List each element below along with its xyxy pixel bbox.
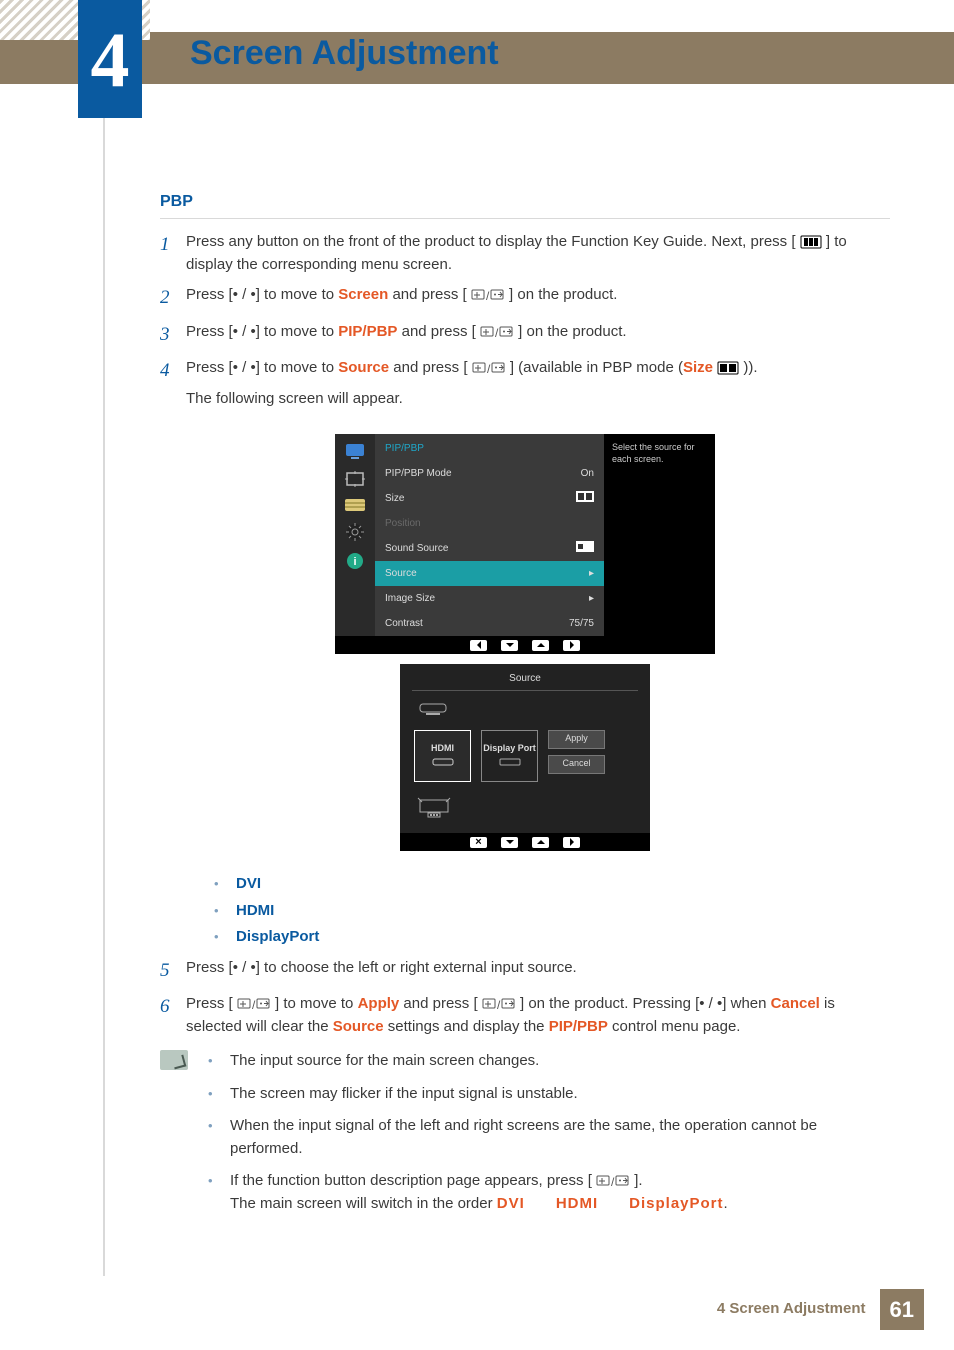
nav-down-icon[interactable] (501, 640, 518, 651)
nav-right-icon[interactable] (563, 837, 580, 848)
enter-icon: / (596, 1174, 630, 1188)
cancel-button[interactable]: Cancel (548, 755, 605, 774)
step4-tail: The following screen will appear. (186, 388, 758, 411)
svg-text:i: i (353, 556, 356, 568)
enter-icon: / (482, 997, 516, 1011)
chapter-tab: 4 (78, 0, 142, 118)
settings-icon (345, 522, 365, 542)
source-dialog-title: Source (412, 664, 638, 691)
step-2: 2 Press [• / •] to move to Screen and pr… (160, 284, 890, 313)
osd-row-mode[interactable]: PIP/PBP ModeOn (375, 461, 604, 486)
pip-icon (344, 498, 366, 512)
svg-text:/: / (252, 998, 256, 1011)
hdmi-port-icon (431, 758, 455, 768)
note-block: •The input source for the main screen ch… (160, 1050, 890, 1225)
enter-icon: / (471, 288, 505, 302)
step-1: 1 Press any button on the front of the p… (160, 231, 890, 276)
osd-help-text: Select the source for each screen. (604, 434, 715, 636)
sound-value-icon (576, 541, 594, 552)
osd-row-size[interactable]: Size (375, 486, 604, 511)
page-title: Screen Adjustment (190, 28, 499, 79)
svg-text:/: / (495, 326, 499, 339)
svg-text:/: / (486, 289, 490, 302)
info-icon: i (346, 552, 364, 570)
note-icon (160, 1050, 188, 1070)
section-heading: PBP (160, 190, 890, 219)
picture-icon (344, 442, 366, 460)
source-dialog-nav (400, 833, 650, 851)
chapter-number: 4 (91, 1, 130, 118)
dp-port-icon (498, 758, 522, 768)
osd-row-image[interactable]: Image Size▸ (375, 586, 604, 611)
note-3: •When the input signal of the left and r… (208, 1115, 890, 1160)
left-rule (103, 118, 105, 1276)
note-4: • If the function button description pag… (208, 1170, 890, 1215)
nav-right-icon[interactable] (563, 640, 580, 651)
osd-row-contrast[interactable]: Contrast75/75 (375, 611, 604, 636)
step-3: 3 Press [• / •] to move to PIP/PBP and p… (160, 321, 890, 350)
apply-button[interactable]: Apply (548, 730, 605, 749)
option-hdmi: •HDMI (160, 900, 890, 923)
source-option-hdmi[interactable]: HDMI (414, 730, 471, 782)
kw-cancel: Cancel (771, 995, 820, 1012)
svg-text:/: / (487, 362, 491, 375)
port-icon (418, 702, 448, 716)
osd-row-source[interactable]: Source▸ (375, 561, 604, 586)
step1-text-a: Press any button on the front of the pro… (186, 233, 796, 250)
dot-nav: • / • (233, 286, 256, 303)
step-6: 6 Press [ / ] to move to Apply and press… (160, 993, 890, 1038)
kw-apply: Apply (358, 995, 400, 1012)
monitor-icon (414, 796, 458, 820)
osd-main-panel: PIP/PBP PIP/PBP ModeOn Size Position Sou… (375, 434, 604, 636)
nav-up-icon[interactable] (532, 837, 549, 848)
nav-left-icon[interactable] (470, 640, 487, 651)
footer-page: 61 (880, 1289, 924, 1330)
osd-row-sound[interactable]: Sound Source (375, 536, 604, 561)
option-dp: •DisplayPort (160, 926, 890, 949)
osd-footer-nav (335, 636, 715, 654)
enter-icon: / (237, 997, 271, 1011)
osd-menu: i PIP/PBP PIP/PBP ModeOn Size Position S… (335, 434, 715, 654)
kw-size: Size (683, 359, 713, 376)
nav-close-icon[interactable] (470, 837, 487, 848)
step-5: 5 Press [• / •] to choose the left or ri… (160, 957, 890, 986)
svg-text:/: / (611, 1175, 615, 1188)
pbp-size-icon (717, 361, 739, 375)
enter-icon: / (480, 325, 514, 339)
kw-pippbp: PIP/PBP (338, 323, 397, 340)
osd-title: PIP/PBP (375, 434, 604, 461)
size-value-icon (576, 491, 594, 502)
svg-text:/: / (497, 998, 501, 1011)
screen-icon (344, 470, 366, 488)
source-option-dp[interactable]: Display Port (481, 730, 538, 782)
enter-icon: / (472, 361, 506, 375)
source-dialog: Source HDMI Display Port Apply Cancel (400, 664, 650, 851)
nav-up-icon[interactable] (532, 640, 549, 651)
osd-sidebar: i (335, 434, 375, 636)
note-2: •The screen may flicker if the input sig… (208, 1083, 890, 1106)
note-1: •The input source for the main screen ch… (208, 1050, 890, 1073)
footer-label: 4 Screen Adjustment (717, 1298, 866, 1321)
page-footer: 4 Screen Adjustment 61 (0, 1289, 924, 1330)
kw-screen: Screen (338, 286, 388, 303)
option-dvi: •DVI (160, 873, 890, 896)
step-4: 4 Press [• / •] to move to Source and pr… (160, 357, 890, 410)
osd-row-position: Position (375, 511, 604, 536)
nav-down-icon[interactable] (501, 837, 518, 848)
kw-source: Source (338, 359, 389, 376)
menu-icon (800, 235, 822, 249)
